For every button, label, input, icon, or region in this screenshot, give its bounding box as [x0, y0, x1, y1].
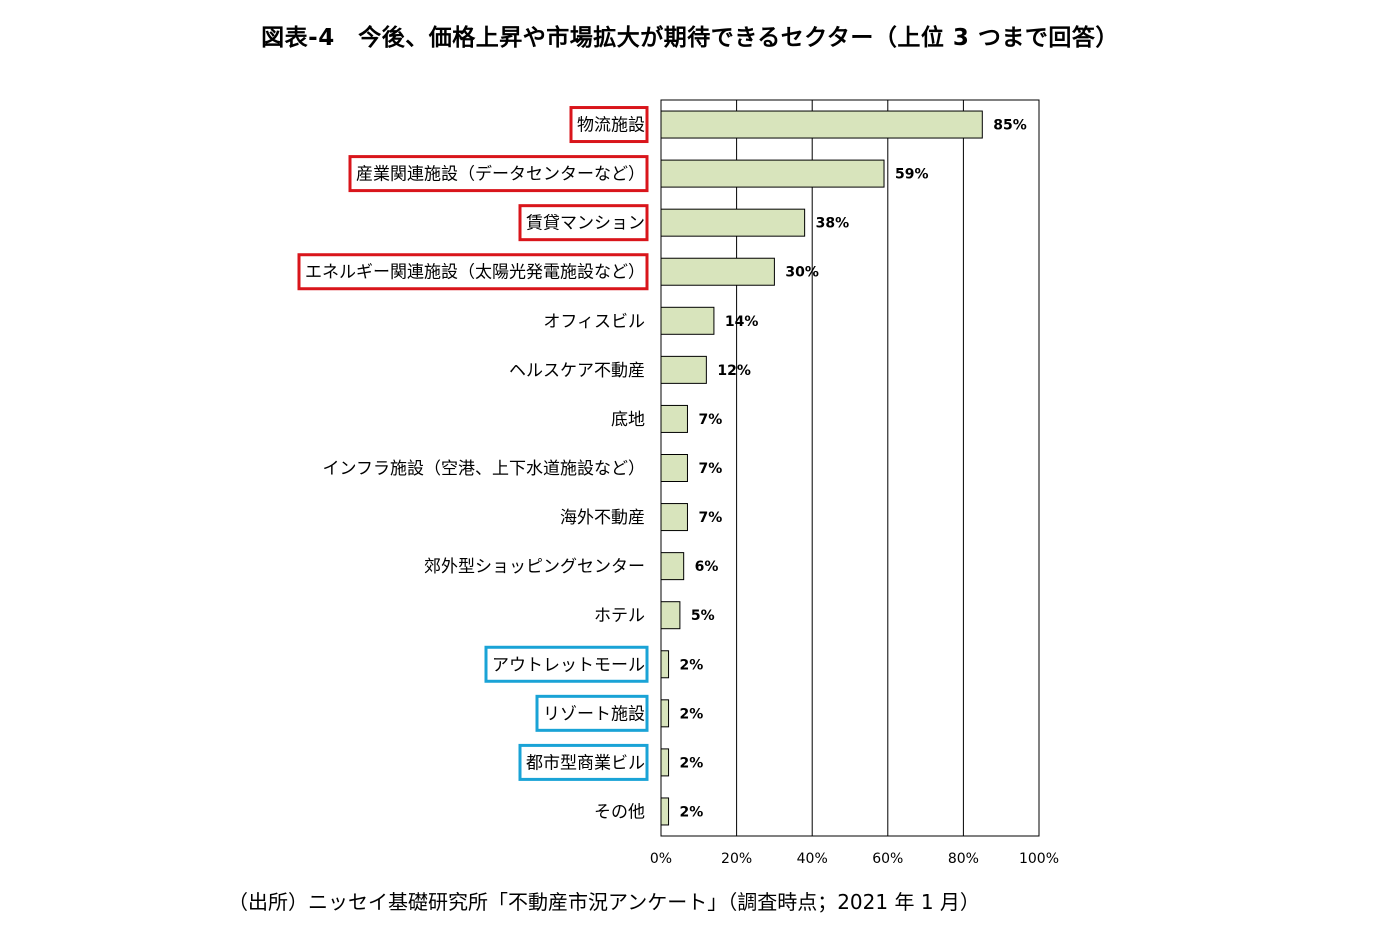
bar [660, 699, 670, 728]
x-tick-label: 20% [721, 851, 752, 867]
category-label: 都市型商業ビル [526, 753, 645, 773]
category-label: 産業関連施設（データセンターなど） [356, 164, 645, 185]
category-label: 海外不動産 [560, 508, 645, 528]
bar [660, 748, 670, 777]
x-tick-label: 40% [797, 851, 828, 867]
value-label: 2% [680, 755, 704, 771]
category-label: インフラ施設（空港、上下水道施設など） [323, 459, 646, 479]
value-label: 38% [816, 216, 850, 232]
category-label: リゾート施設 [543, 704, 645, 724]
bar [660, 552, 685, 581]
value-label: 30% [785, 265, 819, 281]
highlight-box-blue [484, 645, 649, 683]
value-label: 2% [680, 706, 704, 722]
bar [660, 355, 707, 384]
bar [660, 208, 806, 237]
value-label: 5% [691, 608, 715, 624]
value-label: 85% [993, 118, 1027, 134]
value-label: 2% [680, 657, 704, 673]
bar [660, 257, 775, 286]
value-label: 12% [717, 363, 751, 379]
category-label: その他 [594, 802, 645, 822]
category-label: 物流施設 [577, 116, 645, 136]
category-label: 郊外型ショッピングセンター [424, 557, 645, 577]
highlight-box-red [297, 253, 649, 291]
category-label: アウトレットモール [492, 655, 645, 675]
highlight-box-red [569, 106, 649, 144]
bar [660, 110, 983, 139]
value-label: 7% [698, 461, 722, 477]
bar [660, 601, 681, 630]
value-label: 14% [725, 314, 759, 330]
category-label: オフィスビル [543, 312, 645, 332]
bar [660, 503, 688, 532]
category-label: ホテル [594, 606, 645, 626]
bar-chart: 0% 20% 40% 60% 80% 100% 85% 物流施設 59% 産業関連施設（データセン… [297, 99, 1059, 867]
value-label: 6% [695, 559, 719, 575]
category-label: 底地 [611, 410, 645, 430]
highlight-box-red [518, 204, 649, 242]
value-label: 7% [698, 510, 722, 526]
source-note: （出所）ニッセイ基礎研究所「不動産市況アンケート」（調査時点；2021 年 1 … [228, 890, 980, 914]
value-label: 7% [698, 412, 722, 428]
highlight-box-red [348, 155, 649, 193]
bar [660, 797, 670, 826]
x-tick-label: 80% [948, 851, 979, 867]
highlight-box-blue [535, 694, 649, 732]
bar [660, 404, 688, 433]
category-label: ヘルスケア不動産 [509, 361, 645, 381]
x-tick-label: 100% [1019, 851, 1059, 867]
bar [660, 306, 715, 335]
bar [660, 650, 670, 679]
category-label: エネルギー関連施設（太陽光発電施設など） [305, 263, 645, 283]
value-label: 59% [895, 167, 929, 183]
bar [660, 454, 688, 482]
x-tick-label: 0% [650, 851, 672, 867]
bar [660, 159, 885, 188]
chart-title: 図表-4 今後、価格上昇や市場拡大が期待できるセクター（上位 3 つまで回答） [261, 25, 1119, 51]
x-tick-label: 60% [872, 851, 903, 867]
value-label: 2% [680, 804, 704, 820]
category-label: 賃貸マンション [526, 214, 645, 234]
highlight-box-blue [518, 743, 649, 781]
